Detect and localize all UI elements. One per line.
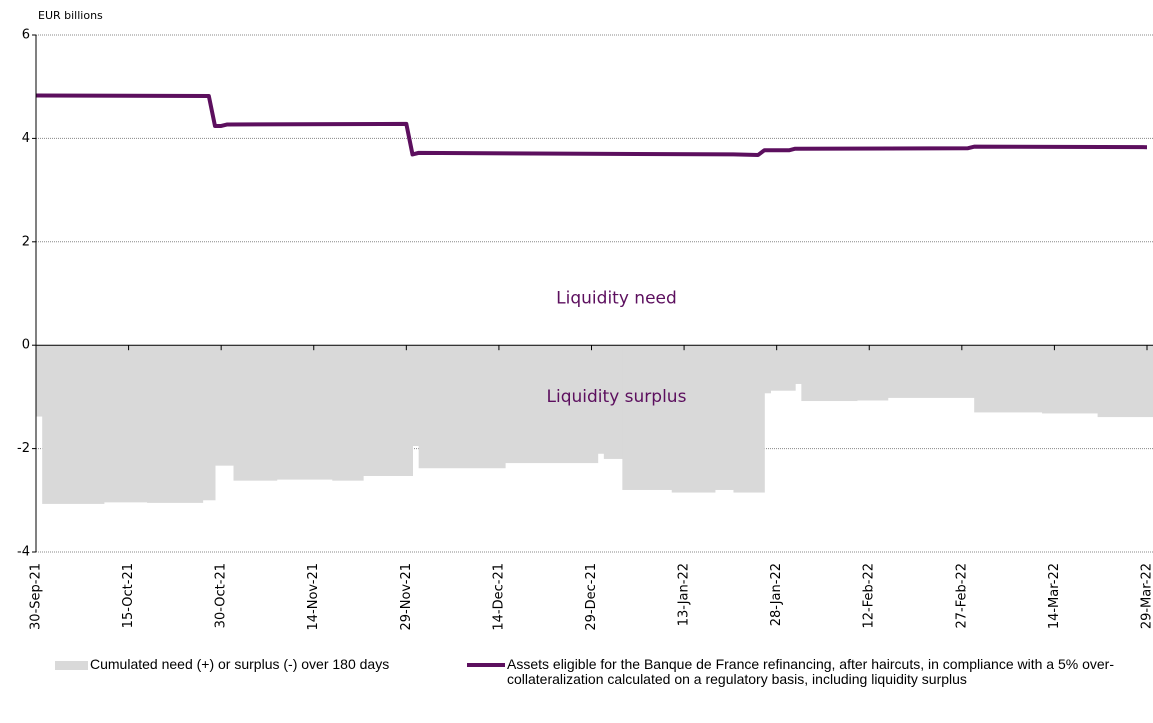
x-tick-label: 15-Oct-21 — [121, 563, 136, 628]
annotation: Liquidity need — [556, 289, 677, 309]
area-step — [418, 345, 506, 469]
y-tick-label: 0 — [22, 338, 30, 353]
area-step — [202, 345, 216, 501]
area-step — [1042, 345, 1099, 414]
area-step — [332, 345, 364, 481]
x-tick-label: 14-Mar-22 — [1047, 563, 1062, 629]
area-step — [147, 345, 204, 503]
area-step — [597, 345, 605, 454]
area-step — [103, 345, 148, 503]
x-tick-label: 27-Feb-22 — [954, 563, 969, 628]
area-step — [974, 345, 1043, 413]
x-tick-label: 29-Nov-21 — [399, 563, 414, 631]
legend-swatch — [55, 660, 88, 670]
annotation: Liquidity surplus — [547, 387, 687, 407]
area-step — [764, 345, 771, 394]
area-step — [795, 345, 802, 384]
x-tick-label: 12-Feb-22 — [862, 563, 877, 628]
legend-label: Cumulated need (+) or surplus (-) over 1… — [90, 656, 390, 672]
chart: EUR billions -4 -2 0 2 4 6 30-Sep-21 15-Oct-21 3… — [17, 9, 1153, 631]
y-tick-label: 4 — [22, 131, 30, 146]
area-step — [622, 345, 673, 490]
area-step — [1097, 345, 1153, 418]
area-step — [214, 345, 235, 466]
y-tick-label: -4 — [17, 545, 30, 560]
area-step — [887, 345, 975, 398]
x-tick-label: 14-Dec-21 — [491, 563, 506, 631]
area-step — [42, 345, 105, 504]
y-tick-label: -2 — [17, 441, 30, 456]
y-tick-label: 2 — [22, 234, 30, 249]
area-step — [671, 345, 716, 493]
area-step — [856, 345, 889, 401]
y-tick-label: 6 — [22, 28, 30, 43]
area-step — [412, 345, 420, 447]
area-step — [36, 345, 43, 417]
line — [35, 93, 1148, 157]
area-step — [505, 345, 599, 464]
area-step — [603, 345, 623, 459]
legend-item: Cumulated need (+) or surplus (-) over 1… — [55, 657, 389, 672]
area-step — [233, 345, 278, 481]
area-step — [714, 345, 734, 490]
x-tick-label: 14-Nov-21 — [306, 563, 321, 631]
x-tick-label: 29-Dec-21 — [584, 563, 599, 631]
legend-swatch — [467, 663, 505, 667]
area-step — [276, 345, 333, 480]
x-tick-label: 30-Sep-21 — [29, 563, 44, 630]
y-axis-label: EUR billions — [38, 9, 103, 22]
area-step — [770, 345, 796, 391]
x-tick-label: 30-Oct-21 — [214, 563, 229, 628]
area-step — [801, 345, 858, 402]
area-step — [733, 345, 765, 493]
legend-label: Assets eligible for the Banque de France… — [507, 656, 1114, 687]
x-tick-label: 29-Mar-22 — [1139, 563, 1153, 629]
x-tick-label: 13-Jan-22 — [677, 563, 692, 626]
legend-item: Assets eligible for the Banque de France… — [467, 657, 1153, 687]
x-tick-label: 28-Jan-22 — [769, 563, 784, 626]
area-step — [363, 345, 414, 477]
